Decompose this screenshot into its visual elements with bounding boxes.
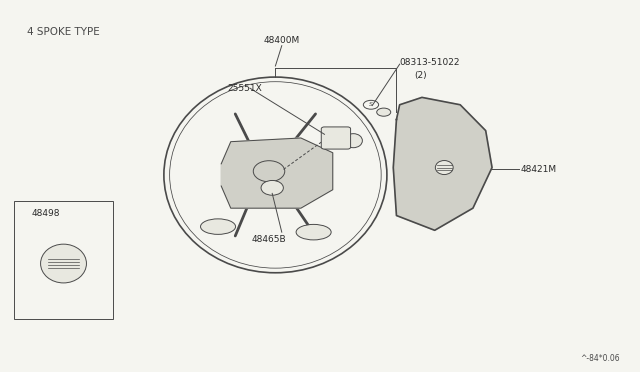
Ellipse shape [344,134,362,148]
Text: (2): (2) [414,71,427,80]
Ellipse shape [200,219,236,234]
Ellipse shape [377,108,391,116]
Ellipse shape [40,244,86,283]
Ellipse shape [261,180,284,195]
Ellipse shape [435,161,453,174]
Text: ^-84*0.06: ^-84*0.06 [580,354,620,363]
Ellipse shape [253,161,285,182]
Text: 48465B: 48465B [252,235,286,244]
Bar [14,201,113,319]
Text: 08313-51022: 08313-51022 [399,58,460,67]
Text: 48400M: 48400M [264,36,300,45]
Polygon shape [221,138,333,208]
Text: S: S [369,102,373,107]
Ellipse shape [296,224,331,240]
Polygon shape [394,97,492,230]
FancyBboxPatch shape [321,127,351,149]
Text: 48498: 48498 [32,209,60,218]
Ellipse shape [245,156,293,187]
Text: 4 SPOKE TYPE: 4 SPOKE TYPE [27,27,100,37]
Text: 48421M: 48421M [521,165,557,174]
Text: 25551X: 25551X [228,84,262,93]
